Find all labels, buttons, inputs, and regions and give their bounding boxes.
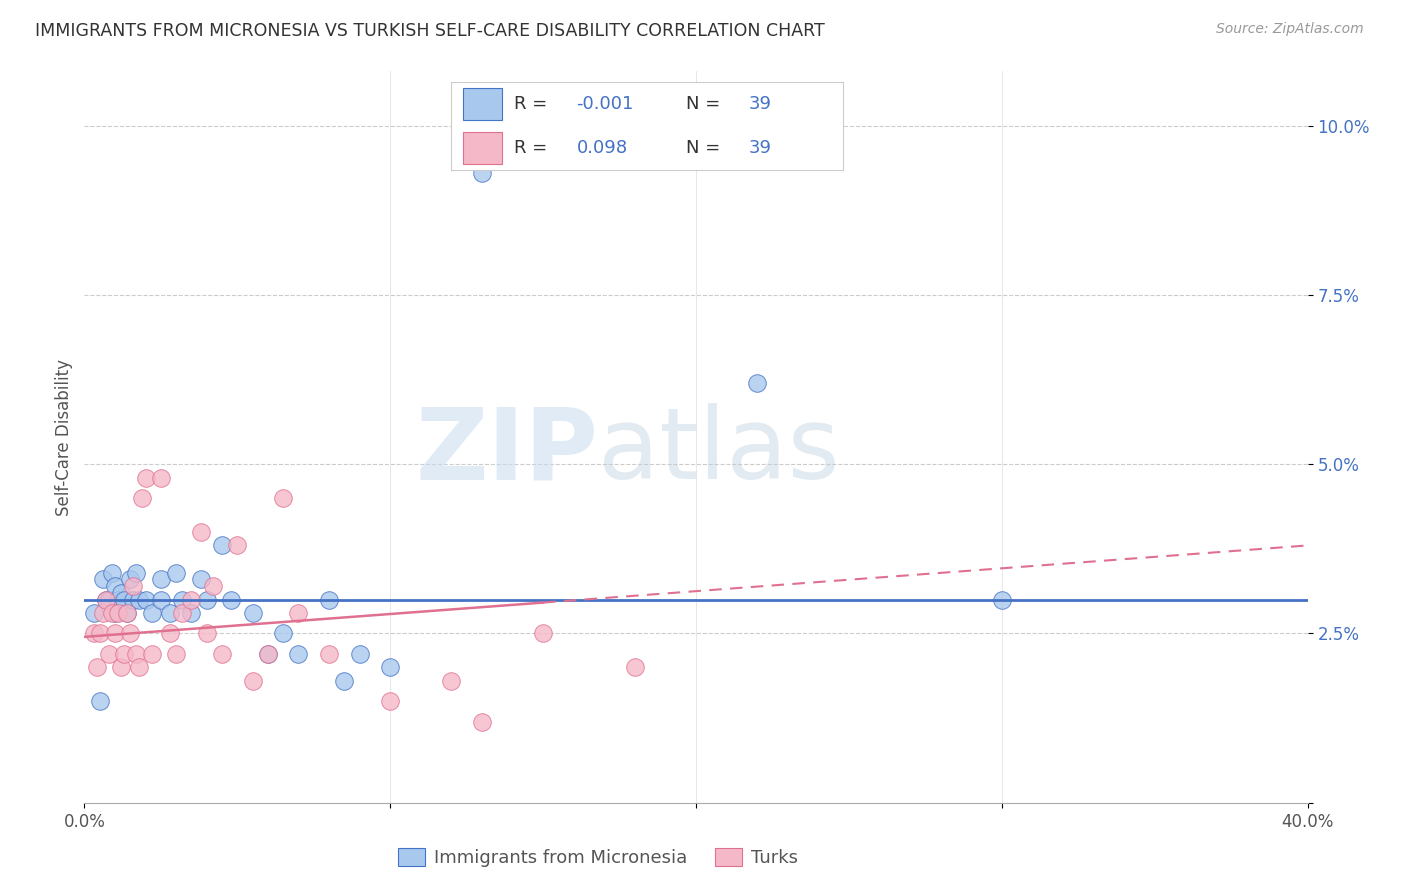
Point [131,491,153,505]
Point [318,647,340,661]
Point [104,579,127,593]
Point [97,647,120,661]
Point [135,471,157,485]
Point [97,592,120,607]
Point [110,660,132,674]
Point [115,606,138,620]
Point [287,606,309,620]
Point [91,572,114,586]
Point [104,606,127,620]
Point [159,606,181,620]
Point [531,626,554,640]
Point [115,606,138,620]
Point [112,592,135,607]
Point [471,714,494,729]
Point [195,592,218,607]
Point [195,626,218,640]
Text: IMMIGRANTS FROM MICRONESIA VS TURKISH SELF-CARE DISABILITY CORRELATION CHART: IMMIGRANTS FROM MICRONESIA VS TURKISH SE… [35,22,825,40]
Point [128,660,150,674]
Point [149,592,172,607]
Point [201,579,224,593]
Point [120,626,142,640]
Point [271,626,294,640]
Point [242,606,264,620]
Point [287,647,309,661]
Point [380,660,402,674]
Text: atlas: atlas [598,403,839,500]
Point [747,376,769,390]
Point [165,647,187,661]
Point [190,524,212,539]
Point [471,166,494,180]
Point [141,647,163,661]
Point [125,566,148,580]
Point [219,592,242,607]
Point [190,572,212,586]
Text: ZIP: ZIP [415,403,598,500]
Point [94,592,117,607]
Point [104,626,127,640]
Point [91,606,114,620]
Point [318,592,340,607]
Text: Source: ZipAtlas.com: Source: ZipAtlas.com [1216,22,1364,37]
Point [83,606,105,620]
Point [180,606,202,620]
Point [257,647,280,661]
Point [141,606,163,620]
Point [180,592,202,607]
Point [172,606,194,620]
Point [211,647,233,661]
Point [271,491,294,505]
Point [380,694,402,708]
Point [101,566,124,580]
Point [107,592,129,607]
Point [991,592,1014,607]
Point [624,660,647,674]
Point [149,471,172,485]
Point [257,647,280,661]
Point [211,538,233,552]
Point [165,566,187,580]
Point [149,572,172,586]
Point [122,592,145,607]
Point [242,673,264,688]
Point [107,606,129,620]
Point [349,647,371,661]
Point [172,592,194,607]
Point [226,538,249,552]
Point [112,647,135,661]
Point [101,606,124,620]
Point [94,592,117,607]
Point [128,592,150,607]
Point [89,626,111,640]
Point [125,647,148,661]
Point [120,572,142,586]
Point [333,673,356,688]
Point [110,586,132,600]
Y-axis label: Self-Care Disability: Self-Care Disability [55,359,73,516]
Point [122,579,145,593]
Legend: Immigrants from Micronesia, Turks: Immigrants from Micronesia, Turks [391,840,806,874]
Point [86,660,108,674]
Point [159,626,181,640]
Point [440,673,463,688]
Point [89,694,111,708]
Point [83,626,105,640]
Point [135,592,157,607]
